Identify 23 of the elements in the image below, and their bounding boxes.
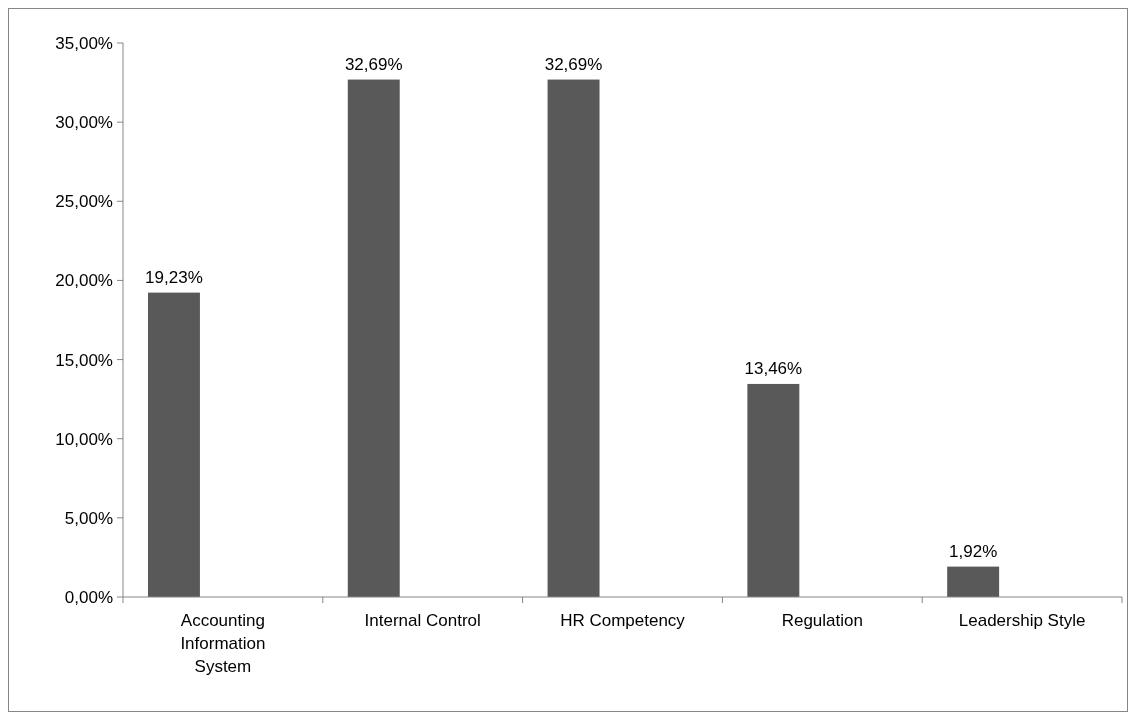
bar: [547, 79, 600, 597]
data-label: 19,23%: [145, 267, 203, 287]
data-label: 32,69%: [344, 54, 403, 74]
data-label: 13,46%: [744, 358, 803, 378]
x-tick-label: Accounting Information System: [180, 611, 266, 676]
y-tick-label: 20,00%: [55, 271, 113, 291]
y-tick-label: 10,00%: [55, 429, 113, 449]
bar: [347, 79, 400, 597]
x-tick-label: HR Competency: [560, 611, 686, 630]
y-tick-label: 25,00%: [55, 192, 113, 212]
x-tick-label: Internal Control: [364, 611, 481, 630]
x-tick-label: Leadership Style: [958, 611, 1086, 630]
y-tick-label: 30,00%: [55, 113, 113, 133]
bar: [747, 383, 800, 597]
bar: [947, 566, 1000, 597]
data-label: 1,92%: [949, 541, 998, 561]
x-tick-label: Regulation: [781, 611, 863, 630]
y-tick-label: 5,00%: [64, 508, 113, 528]
bar: [147, 292, 200, 597]
y-tick-label: 15,00%: [55, 350, 113, 370]
y-tick-label: 35,00%: [55, 33, 113, 53]
data-label: 32,69%: [544, 54, 603, 74]
y-tick-label: 0,00%: [64, 587, 113, 607]
